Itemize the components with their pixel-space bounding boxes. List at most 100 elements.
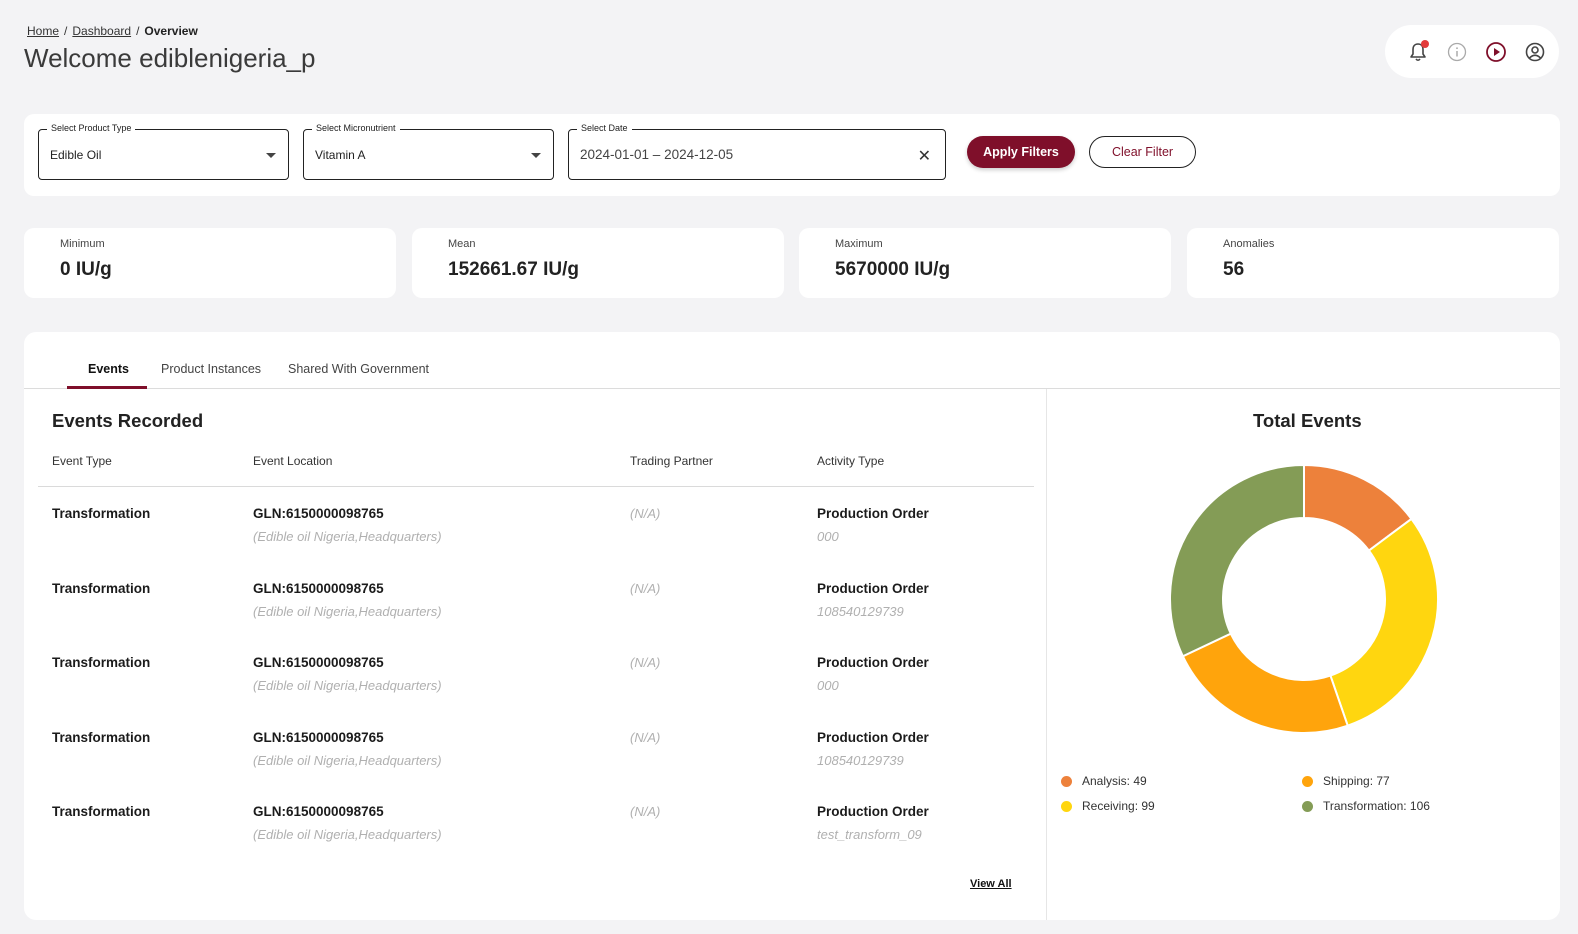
event-location-cell: (Edible oil Nigeria,Headquarters) <box>253 753 442 768</box>
stat-value: 152661.67 IU/g <box>448 259 579 280</box>
tab-product-instances[interactable]: Product Instances <box>161 362 262 376</box>
event-location-cell: (Edible oil Nigeria,Headquarters) <box>253 529 442 544</box>
view-all-link[interactable]: View All <box>970 878 1012 890</box>
legend-label: Receiving: 99 <box>1082 799 1155 813</box>
table-row[interactable]: Transformation GLN:6150000098765 (Edible… <box>24 581 1034 655</box>
event-type-cell: Transformation <box>52 581 151 596</box>
top-icon-bar <box>1385 25 1559 78</box>
filter-panel: Select Product Type Edible Oil Select Mi… <box>24 114 1560 196</box>
micronutrient-label: Select Micronutrient <box>312 123 400 133</box>
active-tab-indicator <box>67 386 147 389</box>
stat-card-maximum: Maximum 5670000 IU/g <box>799 228 1171 298</box>
product-type-value: Edible Oil <box>50 148 102 162</box>
activity-id-cell: test_transform_09 <box>817 827 922 842</box>
event-gln-cell: GLN:6150000098765 <box>253 804 384 819</box>
stat-value: 0 IU/g <box>60 259 112 280</box>
product-type-select[interactable]: Select Product Type Edible Oil <box>38 123 289 180</box>
total-events-donut-chart <box>1169 463 1439 734</box>
table-row[interactable]: Transformation GLN:6150000098765 (Edible… <box>24 655 1034 729</box>
apply-filters-button[interactable]: Apply Filters <box>967 136 1075 168</box>
legend-swatch <box>1302 775 1313 787</box>
event-type-cell: Transformation <box>52 506 151 521</box>
event-location-cell: (Edible oil Nigeria,Headquarters) <box>253 678 442 693</box>
event-location-cell: (Edible oil Nigeria,Headquarters) <box>253 604 442 619</box>
stat-card-anomalies: Anomalies 56 <box>1187 228 1559 298</box>
breadcrumb-separator: / <box>136 24 140 38</box>
donut-slice-transformation[interactable] <box>1169 463 1305 658</box>
column-header-activity-type: Activity Type <box>817 454 885 468</box>
donut-slice-receiving[interactable] <box>1329 517 1439 727</box>
date-range-value: 2024-01-01 – 2024-12-05 <box>580 147 734 162</box>
info-icon[interactable] <box>1444 39 1470 65</box>
play-circle-icon[interactable] <box>1483 39 1509 65</box>
legend-item-receiving: Receiving: 99 <box>1061 799 1155 813</box>
table-row[interactable]: Transformation GLN:6150000098765 (Edible… <box>24 730 1034 804</box>
trading-partner-cell: (N/A) <box>630 581 661 596</box>
breadcrumb-home-link[interactable]: Home <box>27 24 60 38</box>
chart-title: Total Events <box>1253 410 1362 431</box>
breadcrumb: Home / Dashboard / Overview <box>27 24 198 38</box>
legend-swatch <box>1061 800 1072 812</box>
stat-card-minimum: Minimum 0 IU/g <box>24 228 396 298</box>
user-circle-icon[interactable] <box>1522 39 1548 65</box>
column-header-event-location: Event Location <box>253 454 333 468</box>
panel-divider <box>1046 389 1047 920</box>
breadcrumb-dashboard-link[interactable]: Dashboard <box>72 24 132 38</box>
stat-label: Minimum <box>60 238 105 250</box>
product-type-label: Select Product Type <box>47 123 136 133</box>
events-panel: Events Product Instances Shared With Gov… <box>24 332 1560 920</box>
activity-id-cell: 000 <box>817 678 839 693</box>
event-gln-cell: GLN:6150000098765 <box>253 581 384 596</box>
chevron-down-icon <box>531 153 541 158</box>
stat-value: 5670000 IU/g <box>835 259 951 280</box>
trading-partner-cell: (N/A) <box>630 730 661 745</box>
breadcrumb-current: Overview <box>144 24 198 38</box>
event-type-cell: Transformation <box>52 730 151 745</box>
breadcrumb-separator: / <box>64 24 68 38</box>
trading-partner-cell: (N/A) <box>630 506 661 521</box>
stat-label: Maximum <box>835 238 883 250</box>
legend-item-transformation: Transformation: 106 <box>1302 799 1430 813</box>
table-header-divider <box>38 486 1034 487</box>
stat-value: 56 <box>1223 259 1245 280</box>
legend-swatch <box>1061 775 1072 787</box>
events-title: Events Recorded <box>52 410 204 431</box>
stat-label: Anomalies <box>1223 238 1275 250</box>
legend-item-shipping: Shipping: 77 <box>1302 774 1390 788</box>
activity-type-cell: Production Order <box>817 655 929 670</box>
date-label: Select Date <box>577 123 632 133</box>
legend-swatch <box>1302 800 1313 812</box>
event-gln-cell: GLN:6150000098765 <box>253 730 384 745</box>
activity-type-cell: Production Order <box>817 506 929 521</box>
column-header-event-type: Event Type <box>52 454 112 468</box>
tab-events[interactable]: Events <box>88 362 129 376</box>
date-range-field[interactable]: Select Date 2024-01-01 – 2024-12-05 ✕ <box>568 123 946 180</box>
event-type-cell: Transformation <box>52 655 151 670</box>
bell-icon[interactable] <box>1405 39 1431 65</box>
trading-partner-cell: (N/A) <box>630 655 661 670</box>
notification-badge <box>1421 39 1429 48</box>
legend-label: Transformation: 106 <box>1323 799 1430 813</box>
activity-type-cell: Production Order <box>817 804 929 819</box>
event-type-cell: Transformation <box>52 804 151 819</box>
donut-slice-shipping[interactable] <box>1181 632 1349 734</box>
micronutrient-select[interactable]: Select Micronutrient Vitamin A <box>303 123 554 180</box>
tab-bar: Events Product Instances Shared With Gov… <box>24 352 1560 389</box>
activity-id-cell: 108540129739 <box>817 604 904 619</box>
column-header-trading-partner: Trading Partner <box>630 454 713 468</box>
table-row[interactable]: Transformation GLN:6150000098765 (Edible… <box>24 506 1034 580</box>
page-title: Welcome ediblenigeria_p <box>24 43 316 73</box>
micronutrient-value: Vitamin A <box>315 148 366 162</box>
activity-type-cell: Production Order <box>817 581 929 596</box>
activity-type-cell: Production Order <box>817 730 929 745</box>
event-gln-cell: GLN:6150000098765 <box>253 506 384 521</box>
clear-filter-button[interactable]: Clear Filter <box>1089 136 1196 168</box>
activity-id-cell: 108540129739 <box>817 753 904 768</box>
event-gln-cell: GLN:6150000098765 <box>253 655 384 670</box>
table-row[interactable]: Transformation GLN:6150000098765 (Edible… <box>24 804 1034 878</box>
tab-shared-with-government[interactable]: Shared With Government <box>288 362 430 376</box>
stat-label: Mean <box>448 238 476 250</box>
close-icon[interactable]: ✕ <box>917 148 931 165</box>
legend-label: Analysis: 49 <box>1082 774 1147 788</box>
activity-id-cell: 000 <box>817 529 839 544</box>
